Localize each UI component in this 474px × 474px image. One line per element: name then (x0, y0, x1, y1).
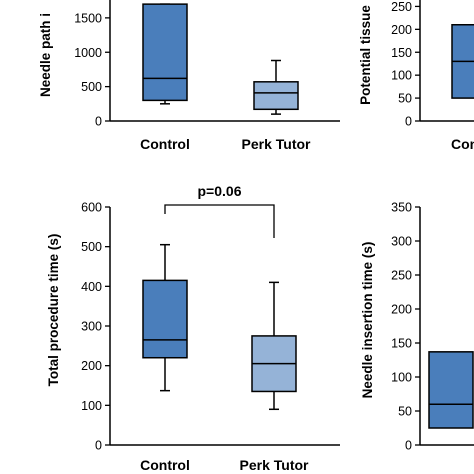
y-tick-label: 100 (391, 371, 412, 385)
y-tick-label: 1000 (74, 46, 102, 60)
y-tick-label: 400 (81, 280, 102, 294)
box-iqr (142, 3, 188, 102)
y-tick-label: 300 (391, 235, 412, 249)
significance-bracket: p=0.06 (164, 183, 275, 238)
category-label: Con (451, 136, 474, 152)
bracket-line (164, 204, 275, 238)
y-tick-label: 150 (391, 337, 412, 351)
box-perk-tutor (253, 59, 299, 115)
y-tick-label: 50 (398, 405, 412, 419)
box-series (428, 351, 474, 429)
box-control (142, 243, 188, 392)
panel-bottom-left: 0 100 200 300 400 500 600 Total procedure time … (46, 183, 340, 473)
y-tick-label: 0 (95, 439, 102, 453)
y-tick-label: 250 (391, 0, 412, 14)
y-tick-label: 200 (391, 23, 412, 37)
panel-bottom-right: 0 50 100 150 200 250 300 350 Needle insertion ti… (360, 201, 474, 453)
y-tick-label: 500 (81, 80, 102, 94)
category-label: Perk Tutor (242, 136, 312, 152)
y-tick-label: 600 (81, 201, 102, 215)
y-tick-label: 0 (95, 115, 102, 129)
box-perk-tutor (251, 281, 297, 411)
y-axis-label: Needle path i (38, 13, 53, 97)
y-tick-label: 150 (391, 46, 412, 60)
box-iqr (428, 351, 474, 429)
y-tick-label: 300 (81, 320, 102, 334)
panel-top-left: 0 500 1000 1500 Needle path i Control Perk Tut… (38, 0, 340, 152)
y-tick-label: 200 (81, 359, 102, 373)
y-tick-label: 250 (391, 269, 412, 283)
y-tick-label: 350 (391, 201, 412, 215)
box-iqr (253, 81, 299, 111)
box-control (142, 3, 188, 105)
category-label: Perk Tutor (240, 457, 310, 473)
y-axis-label: Total procedure time (s) (46, 234, 61, 387)
y-tick-label: 50 (398, 92, 412, 106)
box-con (451, 24, 474, 99)
p-value-label: p=0.06 (198, 183, 242, 199)
y-tick-label: 0 (405, 439, 412, 453)
y-axis-label: Needle insertion time (s) (360, 242, 375, 399)
y-tick-label: 100 (391, 69, 412, 83)
y-tick-label: 1500 (74, 11, 102, 25)
y-axis-label: Potential tissue (358, 5, 373, 105)
y-tick-label: 0 (405, 115, 412, 129)
y-tick-label: 200 (391, 303, 412, 317)
category-label: Control (140, 136, 190, 152)
box-iqr (142, 279, 188, 359)
y-tick-label: 500 (81, 240, 102, 254)
category-label: Control (140, 457, 190, 473)
panel-top-right: 0 50 100 150 200 250 Potential tissue Con (358, 0, 474, 152)
y-tick-label: 100 (81, 399, 102, 413)
